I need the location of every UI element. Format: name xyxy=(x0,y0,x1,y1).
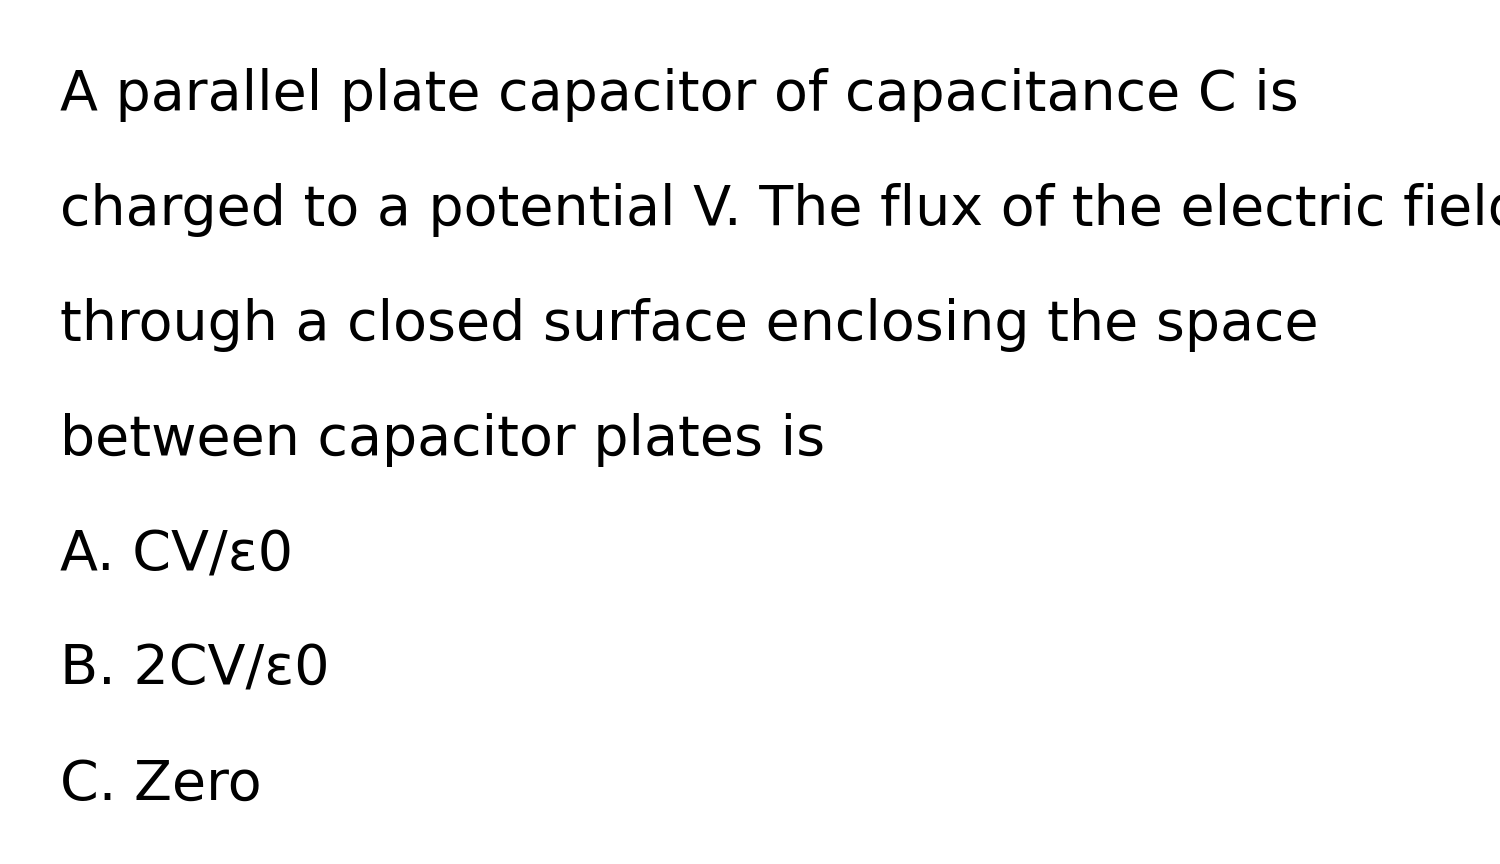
Text: through a closed surface enclosing the space: through a closed surface enclosing the s… xyxy=(60,298,1318,352)
Text: C. Zero: C. Zero xyxy=(60,758,261,812)
Text: A parallel plate capacitor of capacitance C is: A parallel plate capacitor of capacitanc… xyxy=(60,68,1299,122)
Text: charged to a potential V. The flux of the electric field: charged to a potential V. The flux of th… xyxy=(60,183,1500,237)
Text: A. CV/ε0: A. CV/ε0 xyxy=(60,528,292,582)
Text: B. 2CV/ε0: B. 2CV/ε0 xyxy=(60,643,330,697)
Text: between capacitor plates is: between capacitor plates is xyxy=(60,413,825,467)
